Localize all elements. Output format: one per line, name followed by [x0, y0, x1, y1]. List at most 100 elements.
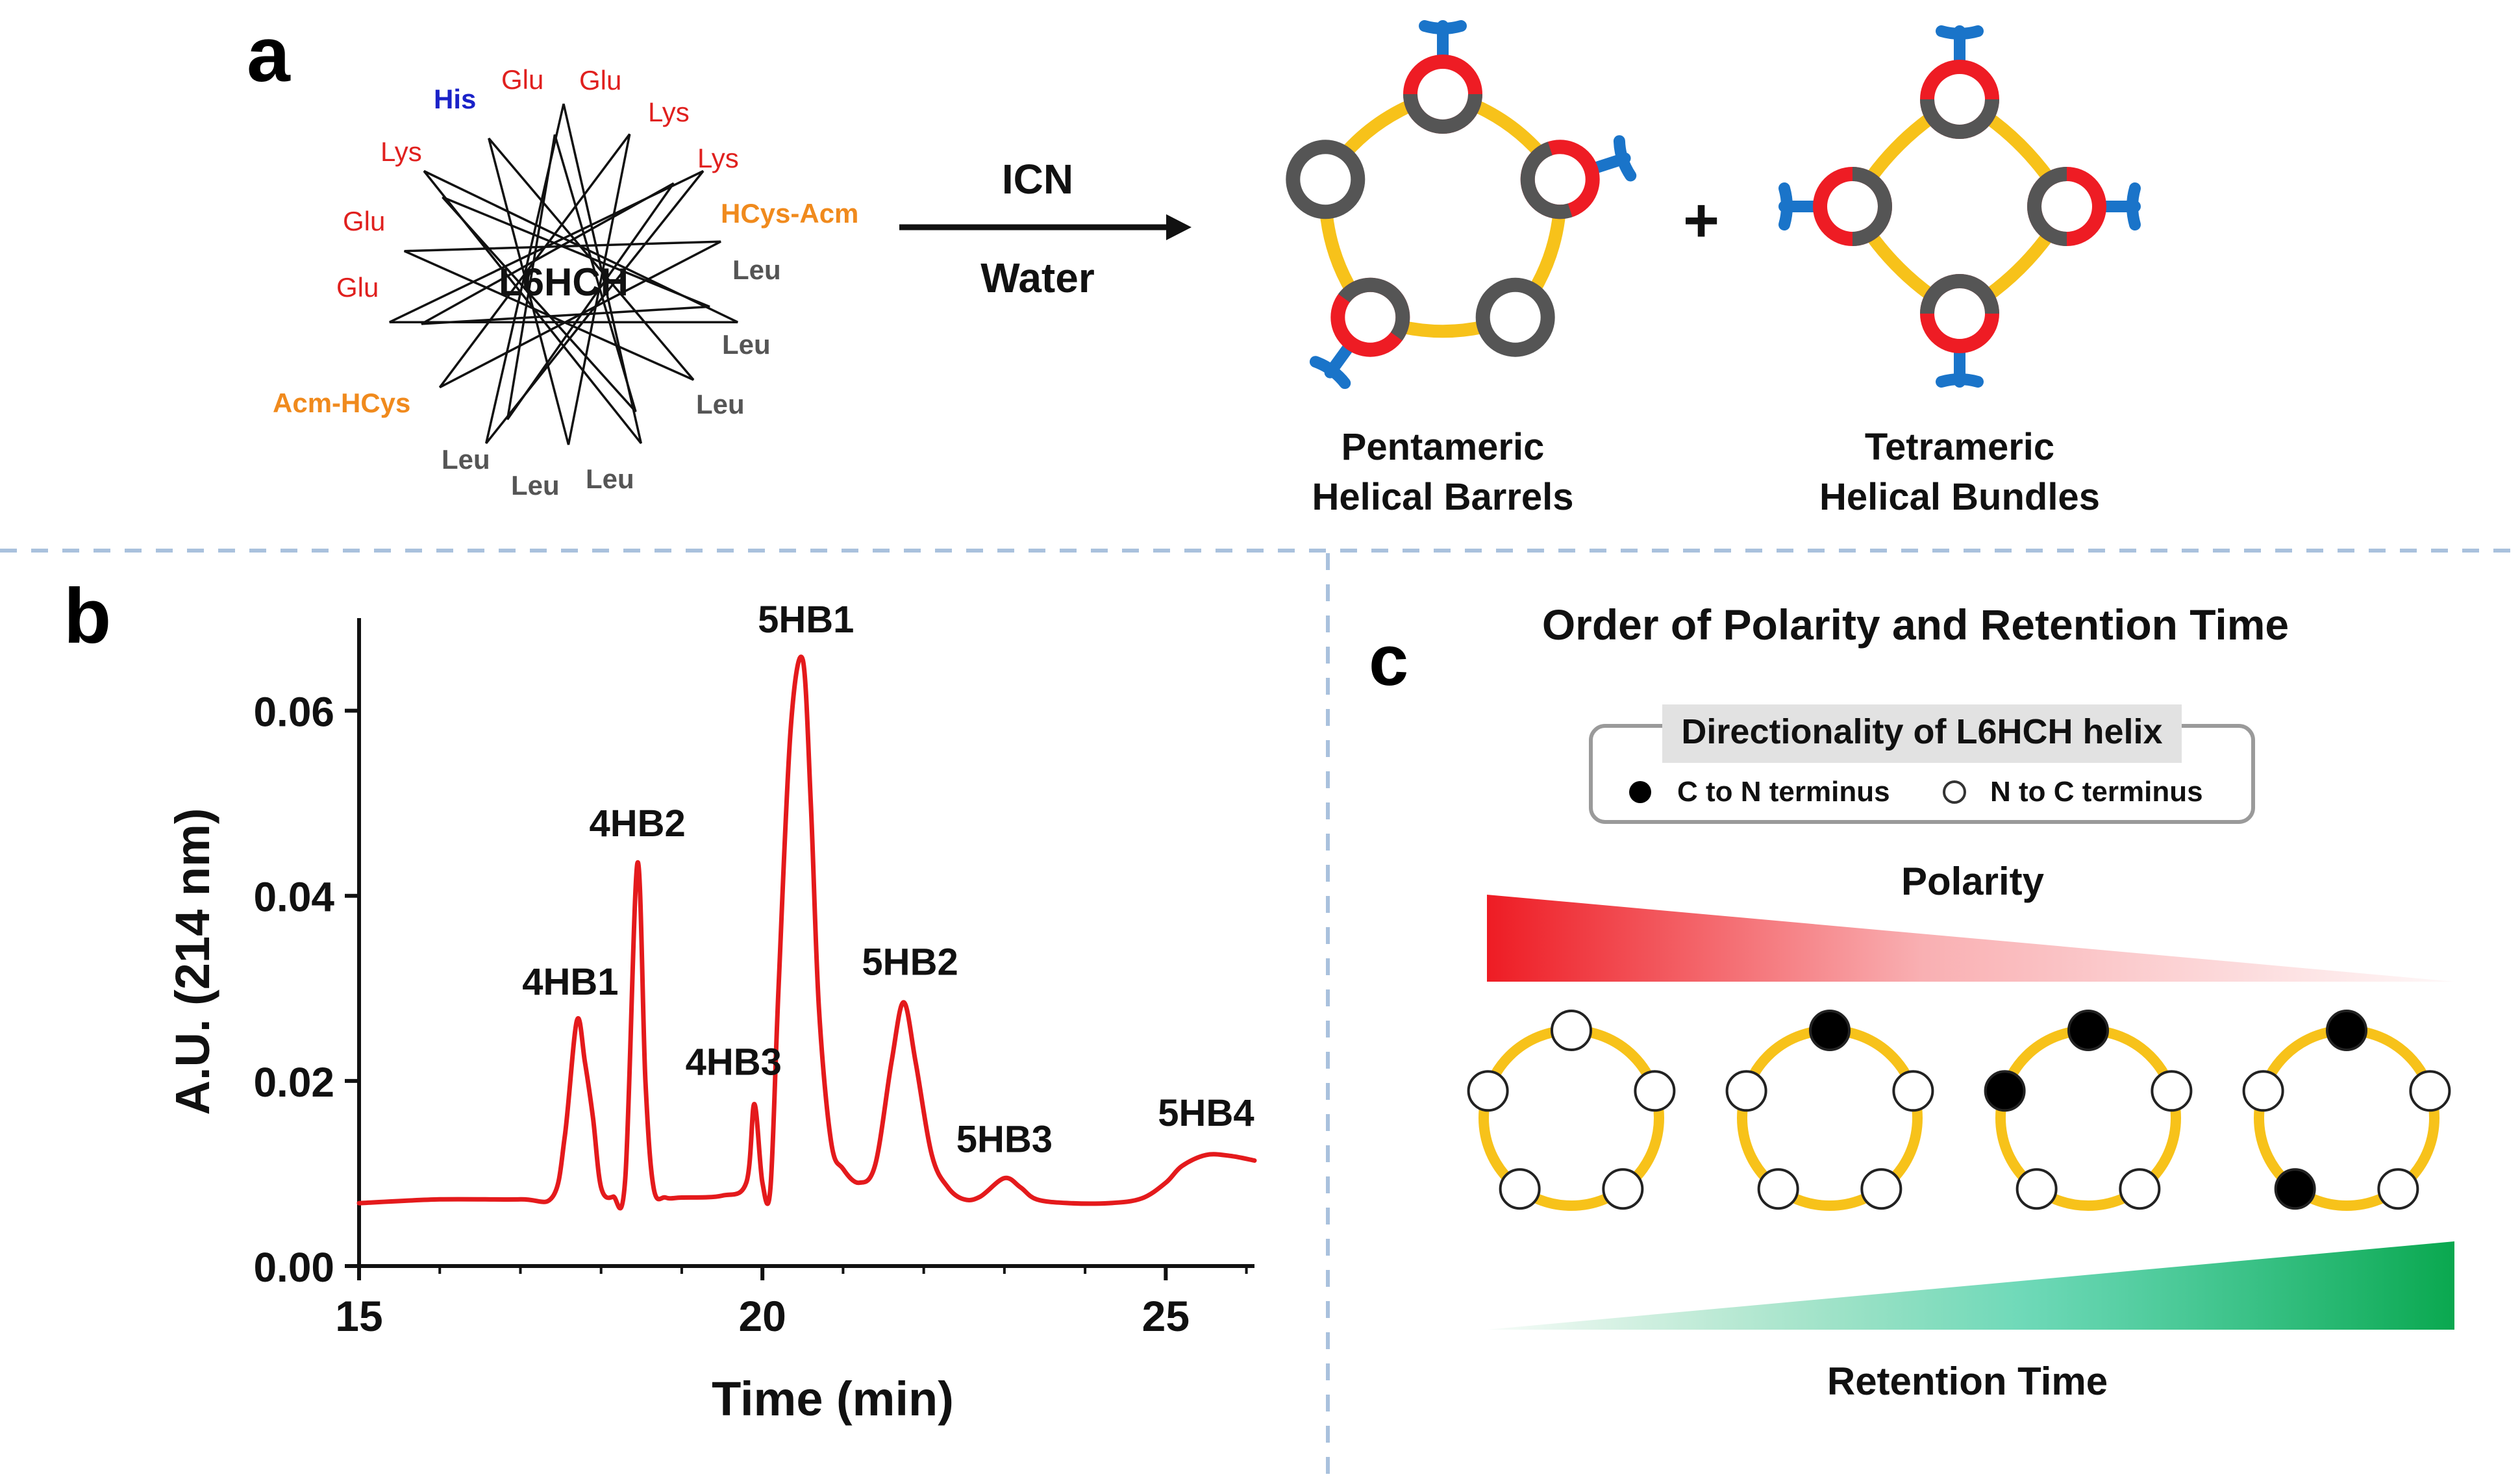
residue-leu-1: Leu: [732, 255, 781, 285]
penta-helix-2: [1475, 277, 1555, 357]
peak-label-5hb3: 5HB3: [956, 1119, 1053, 1161]
tetra-helix-inner-3: [1852, 167, 1892, 246]
chromatogram-chart: 0.00 0.02 0.04 0.06 15 20 25 4HB1 4HB2 4HB3 5HB1…: [166, 599, 1257, 1426]
plus-sign: +: [1683, 186, 1719, 255]
legend-filled-label: C to N terminus: [1677, 776, 1890, 808]
residue-leu-2: Leu: [722, 329, 771, 360]
arrangement-1-helix-4: [1499, 1168, 1541, 1210]
peak-label-5hb1: 5HB1: [758, 599, 854, 641]
residue-lys-1: Lys: [648, 97, 690, 127]
tetra-helix-inner-1: [2027, 167, 2067, 246]
legend-filled-marker: [1629, 781, 1651, 803]
y-ticks: 0.00 0.02 0.04 0.06: [253, 689, 359, 1291]
polarity-gradient-wedge: [1487, 895, 2454, 982]
arrangement-4-helix-4: [2274, 1168, 2316, 1210]
residue-lys-3: Lys: [697, 143, 739, 173]
arrangement-1-helix-5: [1467, 1070, 1509, 1112]
y-tick-label-1: 0.02: [253, 1059, 334, 1106]
arrangement-1-helix-1: [1551, 1010, 1592, 1051]
arrangement-3-helix-2: [2151, 1070, 2193, 1112]
pentameric-barrel: [1286, 20, 1637, 390]
y-axis-label: A.U. (214 nm): [166, 808, 219, 1115]
retention-gradient-wedge: [1487, 1241, 2454, 1330]
x-axis-label: Time (min): [712, 1372, 954, 1426]
arrangement-3-helix-1: [2067, 1010, 2109, 1051]
arrangement-2-helix-1: [1809, 1010, 1851, 1051]
tetra-helix-inner-0: [1920, 99, 1999, 139]
reaction-arrowhead: [1166, 214, 1191, 240]
arrangement-2-helix-3: [1860, 1168, 1902, 1210]
residue-lys-2: Lys: [380, 136, 422, 167]
retention-label: Retention Time: [1827, 1360, 2108, 1403]
peak-label-4hb1: 4HB1: [522, 961, 618, 1003]
helical-wheel: [389, 103, 738, 445]
helix-arrangements: [1467, 1010, 2451, 1211]
panel-a: a L6HCH His Glu Glu Lys Lys Lys Glu Glu …: [247, 11, 2141, 518]
residue-leu-4: Leu: [442, 444, 490, 475]
legend-title: Directionality of L6HCH helix: [1681, 712, 2162, 751]
residue-glu-1: Glu: [501, 64, 543, 95]
arrangement-3-helix-4: [2015, 1168, 2058, 1210]
tetra-tag-head-2: [1936, 373, 1984, 388]
residue-hcys-acm: HCys-Acm: [721, 198, 858, 229]
peak-label-4hb2: 4HB2: [589, 802, 685, 845]
polarity-label: Polarity: [1901, 860, 2045, 903]
residue-glu-4: Glu: [336, 272, 379, 303]
arrangement-2-helix-5: [1725, 1070, 1767, 1112]
residue-glu-3: Glu: [343, 206, 385, 236]
legend-title-bg: [1662, 704, 2182, 763]
penta-helix-inner-0: [1403, 93, 1482, 134]
panel-b-label: b: [64, 573, 111, 660]
x-tick-label-0: 15: [335, 1292, 382, 1340]
tetra-label-line2: Helical Bundles: [1819, 476, 2100, 518]
y-tick-label-3: 0.06: [253, 689, 334, 736]
panel-c-title: Order of Polarity and Retention Time: [1542, 601, 2289, 649]
x-tick-label-1: 20: [738, 1292, 786, 1340]
penta-tag-head-0: [1419, 20, 1467, 34]
penta-helix-inner-1: [1520, 142, 1573, 219]
penta-label-line2: Helical Barrels: [1312, 476, 1573, 518]
peak-label-5hb4: 5HB4: [1158, 1092, 1254, 1134]
arrangement-4-helix-3: [2377, 1168, 2419, 1210]
y-tick-label-0: 0.00: [253, 1244, 334, 1291]
arrow-top-label: ICN: [1002, 156, 1073, 203]
tetra-helix-inner-2: [1920, 274, 1999, 314]
legend-open-label: N to C terminus: [1990, 776, 2203, 808]
arrangement-1-helix-2: [1634, 1070, 1676, 1112]
legend-open-marker: [1943, 780, 1966, 804]
wheel-title: L6HCH: [499, 260, 629, 304]
residue-his: His: [434, 84, 476, 114]
arrangement-2-helix-2: [1892, 1070, 1934, 1112]
peak-labels: 4HB1 4HB2 4HB3 5HB1 5HB2 5HB3 5HB4: [522, 599, 1254, 1160]
penta-label-line1: Pentameric: [1341, 426, 1545, 468]
penta-tag-head-1: [1613, 135, 1637, 182]
tetra-tag-head-0: [1936, 25, 1984, 40]
arrangement-4-helix-5: [2242, 1070, 2284, 1112]
panel-c-label: c: [1369, 621, 1408, 701]
penta-helix-inner-3: [1338, 277, 1410, 341]
series-line-chromatogram: [356, 654, 1257, 1211]
tetrameric-bundle: [1778, 25, 2141, 388]
tetra-label-line1: Tetrameric: [1865, 426, 2054, 468]
arrangement-4-helix-2: [2409, 1070, 2451, 1112]
peak-label-4hb3: 4HB3: [686, 1041, 782, 1084]
panel-c: c Order of Polarity and Retention Time D…: [1369, 601, 2454, 1403]
residue-leu-3: Leu: [696, 389, 745, 419]
residue-acm-hcys: Acm-HCys: [273, 388, 410, 418]
residue-leu-5: Leu: [511, 470, 560, 501]
arrangement-3-helix-5: [1984, 1070, 2026, 1112]
penta-tag-head-3: [1309, 356, 1351, 390]
residue-leu-6: Leu: [586, 464, 634, 494]
arrow-bottom-label: Water: [980, 255, 1094, 301]
peak-label-5hb2: 5HB2: [862, 941, 958, 984]
tetra-tag-head-1: [2127, 182, 2141, 230]
residue-glu-2: Glu: [579, 65, 621, 95]
panel-a-label: a: [247, 11, 291, 98]
arrangement-3-helix-3: [2119, 1168, 2161, 1210]
wheel-polygon-3: [421, 134, 710, 421]
x-tick-label-2: 25: [1142, 1292, 1190, 1340]
y-tick-label-2: 0.04: [253, 874, 334, 921]
arrangement-1-helix-3: [1602, 1168, 1644, 1210]
arrangement-4-helix-1: [2326, 1010, 2367, 1051]
arrangement-2-helix-4: [1757, 1168, 1799, 1210]
